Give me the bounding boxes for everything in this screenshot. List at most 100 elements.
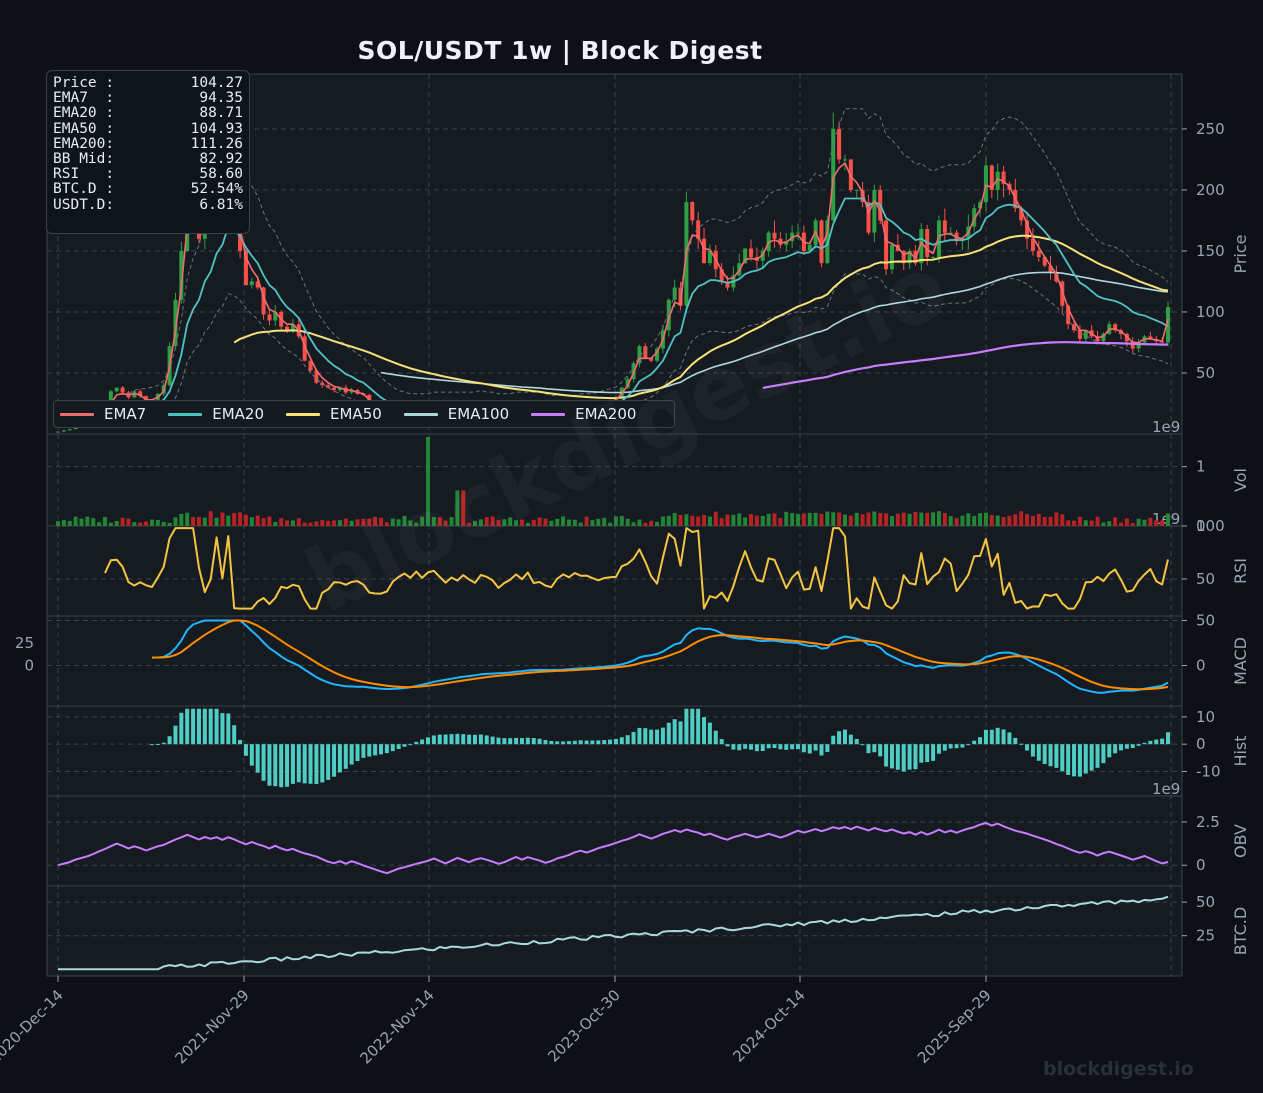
volume-bar	[672, 512, 677, 526]
histogram-bar	[1160, 738, 1165, 745]
histogram-bar	[578, 740, 583, 745]
volume-bar	[73, 516, 78, 526]
histogram-bar	[608, 739, 613, 745]
volume-bar	[208, 511, 213, 526]
histogram-bar	[901, 744, 906, 772]
offset-label-hist: 1e9	[1152, 780, 1180, 798]
histogram-bar	[872, 744, 877, 753]
info-row-usdt-d: USDT.D: 6.81%	[53, 197, 243, 213]
volume-bar	[508, 517, 513, 526]
volume-bar	[778, 518, 783, 526]
histogram-bar	[367, 744, 372, 757]
volume-bar	[384, 522, 389, 526]
volume-bar	[296, 518, 301, 526]
candle-body	[273, 311, 278, 321]
histogram-bar	[343, 744, 348, 769]
candle-body	[1001, 171, 1006, 184]
ema200-line	[762, 341, 1169, 389]
info-value: 94.35	[199, 90, 243, 107]
volume-bar	[954, 518, 959, 526]
y-tick-label-price: 200	[1196, 181, 1225, 199]
volume-bar	[537, 517, 542, 526]
legend-label: EMA200	[575, 405, 637, 423]
info-label: EMA200:	[53, 135, 115, 152]
histogram-bar	[302, 744, 307, 784]
info-label: EMA50 :	[53, 120, 115, 137]
volume-bar	[238, 512, 243, 526]
candle-body	[866, 202, 871, 233]
chart-title: SOL/USDT 1w | Block Digest	[357, 36, 763, 65]
volume-bar	[279, 518, 284, 526]
histogram-bar	[825, 744, 830, 752]
volume-bar	[643, 522, 648, 526]
volume-bar	[925, 512, 930, 526]
histogram-bar	[555, 741, 560, 745]
volume-bar	[361, 518, 366, 526]
volume-bar	[214, 517, 219, 526]
candle-body	[860, 189, 865, 203]
candle-body	[989, 165, 994, 190]
histogram-bar	[807, 744, 812, 754]
volume-bar	[308, 522, 313, 526]
histogram-bar	[719, 739, 724, 745]
histogram-bar	[989, 729, 994, 745]
candle-body	[249, 281, 254, 286]
volume-bar	[1042, 516, 1047, 526]
volume-bar	[408, 520, 413, 526]
volume-bar	[983, 512, 988, 526]
volume-bar	[484, 517, 489, 526]
histogram-bar	[279, 744, 284, 788]
volume-bar	[572, 519, 577, 526]
histogram-bar	[754, 744, 759, 752]
volume-bar	[179, 513, 184, 526]
footer-brand: blockdigest.io	[1043, 1058, 1194, 1080]
rsi-line	[104, 527, 1169, 610]
volume-bar	[684, 514, 689, 526]
volume-bar	[502, 519, 507, 526]
histogram-bar	[1036, 744, 1041, 761]
volume-bar	[754, 515, 759, 526]
candle-body	[995, 171, 1000, 190]
legend-item-ema7: EMA7	[60, 405, 146, 423]
volume-bar	[842, 514, 847, 526]
y-tick-label-btcd: 25	[1196, 927, 1215, 945]
histogram-bar	[713, 730, 718, 745]
histogram-bar	[942, 744, 947, 751]
volume-bar	[273, 522, 278, 526]
histogram-bar	[208, 708, 213, 745]
histogram-bar	[760, 744, 765, 751]
histogram-bar	[801, 744, 806, 753]
info-value: 52.54%	[190, 181, 243, 198]
chart-legend: EMA7 EMA20 EMA50 EMA100 EMA200	[53, 400, 675, 428]
volume-bar	[801, 513, 806, 526]
histogram-bar	[666, 722, 671, 745]
volume-bar	[496, 520, 501, 526]
volume-bar	[285, 520, 290, 526]
candle-body	[854, 189, 859, 191]
volume-bar	[884, 513, 889, 526]
volume-bar	[731, 514, 736, 526]
volume-bar	[1048, 516, 1053, 526]
x-tick-label: 2022-Nov-14	[357, 986, 438, 1067]
info-row-btc-d: BTC.D : 52.54%	[53, 182, 243, 197]
volume-bar	[696, 516, 701, 526]
candle-body	[179, 250, 184, 300]
volume-bar	[220, 512, 225, 526]
volume-bar	[97, 522, 102, 526]
histogram-bar	[1048, 744, 1053, 767]
legend-swatch	[168, 412, 203, 416]
candle-body	[725, 281, 730, 288]
histogram-bar	[1030, 744, 1035, 757]
histogram-bar	[537, 738, 542, 745]
histogram-bar	[1095, 744, 1100, 768]
histogram-bar	[655, 729, 660, 745]
y-axis-label-rsi: RSI	[1231, 558, 1250, 584]
volume-bar	[514, 520, 519, 526]
candle-body	[1025, 220, 1030, 239]
volume-bar	[1148, 517, 1153, 526]
histogram-bar	[396, 744, 401, 750]
histogram-bar	[631, 731, 636, 745]
candle-body	[749, 248, 754, 258]
volume-bar	[613, 516, 618, 526]
candle-body	[760, 250, 765, 261]
